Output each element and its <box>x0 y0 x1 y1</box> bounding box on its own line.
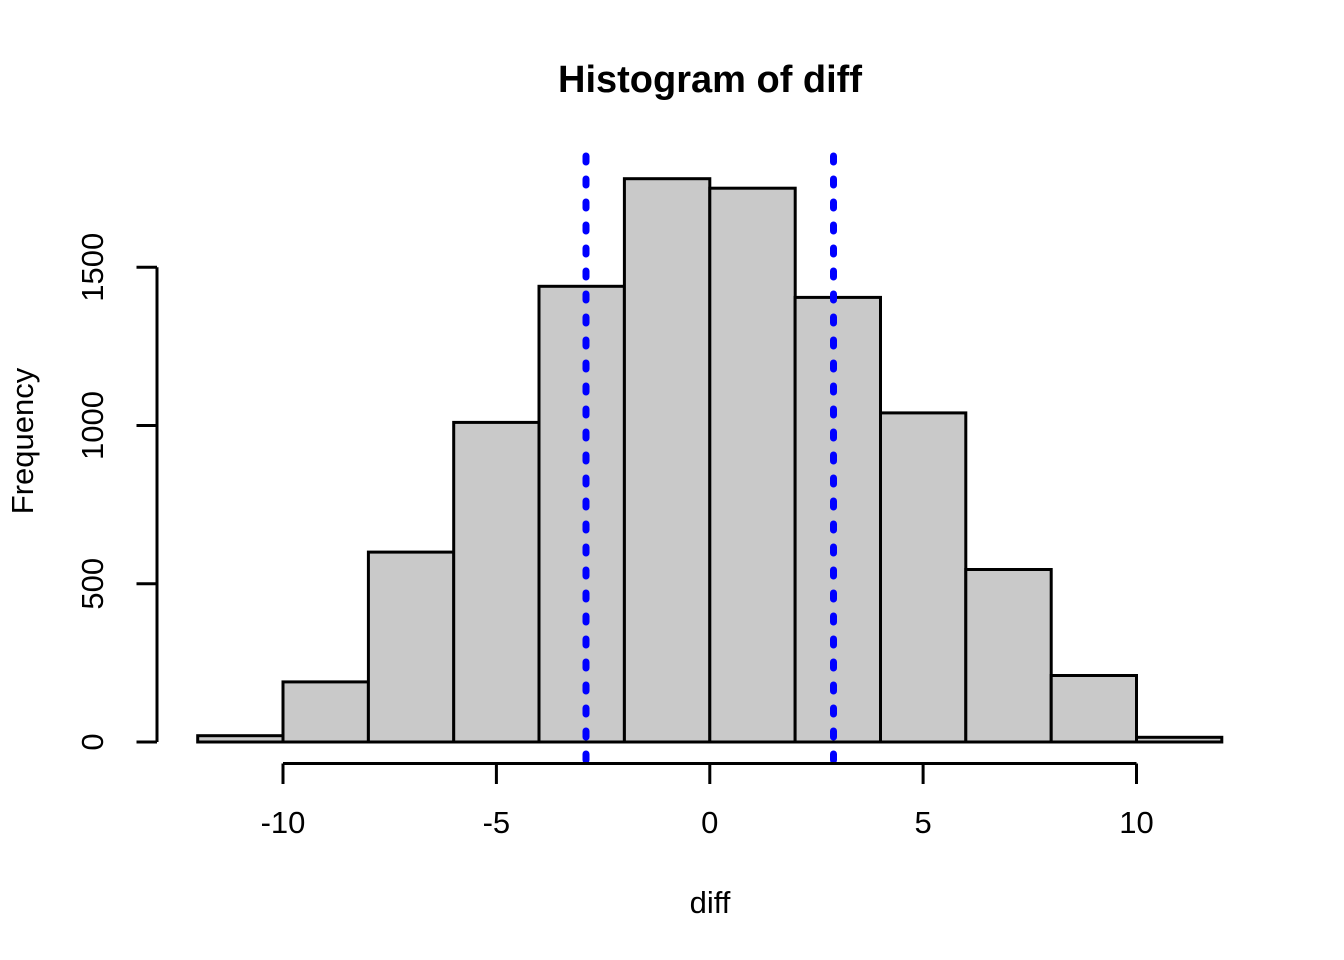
y-axis-tick-label: 0 <box>75 733 110 750</box>
x-axis-tick-label: 10 <box>1119 805 1153 840</box>
histogram-bar <box>708 186 797 744</box>
histogram-bar <box>537 284 626 744</box>
x-axis-tick-label: -5 <box>483 805 511 840</box>
y-axis-title: Frequency <box>5 367 40 514</box>
x-axis-tick-label: -10 <box>261 805 306 840</box>
histogram-bar <box>196 734 285 744</box>
x-axis-tick-label: 0 <box>701 805 718 840</box>
axes-group: 0 500 1000 1500 -10 -5 0 5 10 <box>75 233 1154 840</box>
y-axis-tick-label: 1500 <box>75 233 110 302</box>
x-axis-title: diff <box>690 885 731 920</box>
histogram-bar <box>366 550 456 744</box>
y-axis-tick-label: 1000 <box>75 391 110 460</box>
histogram-bar <box>622 177 712 744</box>
histogram-bar <box>964 568 1053 744</box>
x-axis-tick-label: 5 <box>914 805 931 840</box>
histogram-bar <box>452 420 541 744</box>
y-axis-tick-label: 500 <box>75 558 110 610</box>
bars-group <box>196 177 1224 744</box>
histogram-bar <box>1049 674 1138 744</box>
histogram-bar <box>1135 735 1224 744</box>
histogram-bar <box>793 295 882 744</box>
histogram-bar <box>281 680 370 744</box>
chart-title: Histogram of diff <box>558 59 862 101</box>
histogram-bar <box>879 411 968 744</box>
vlines-group <box>582 152 837 768</box>
